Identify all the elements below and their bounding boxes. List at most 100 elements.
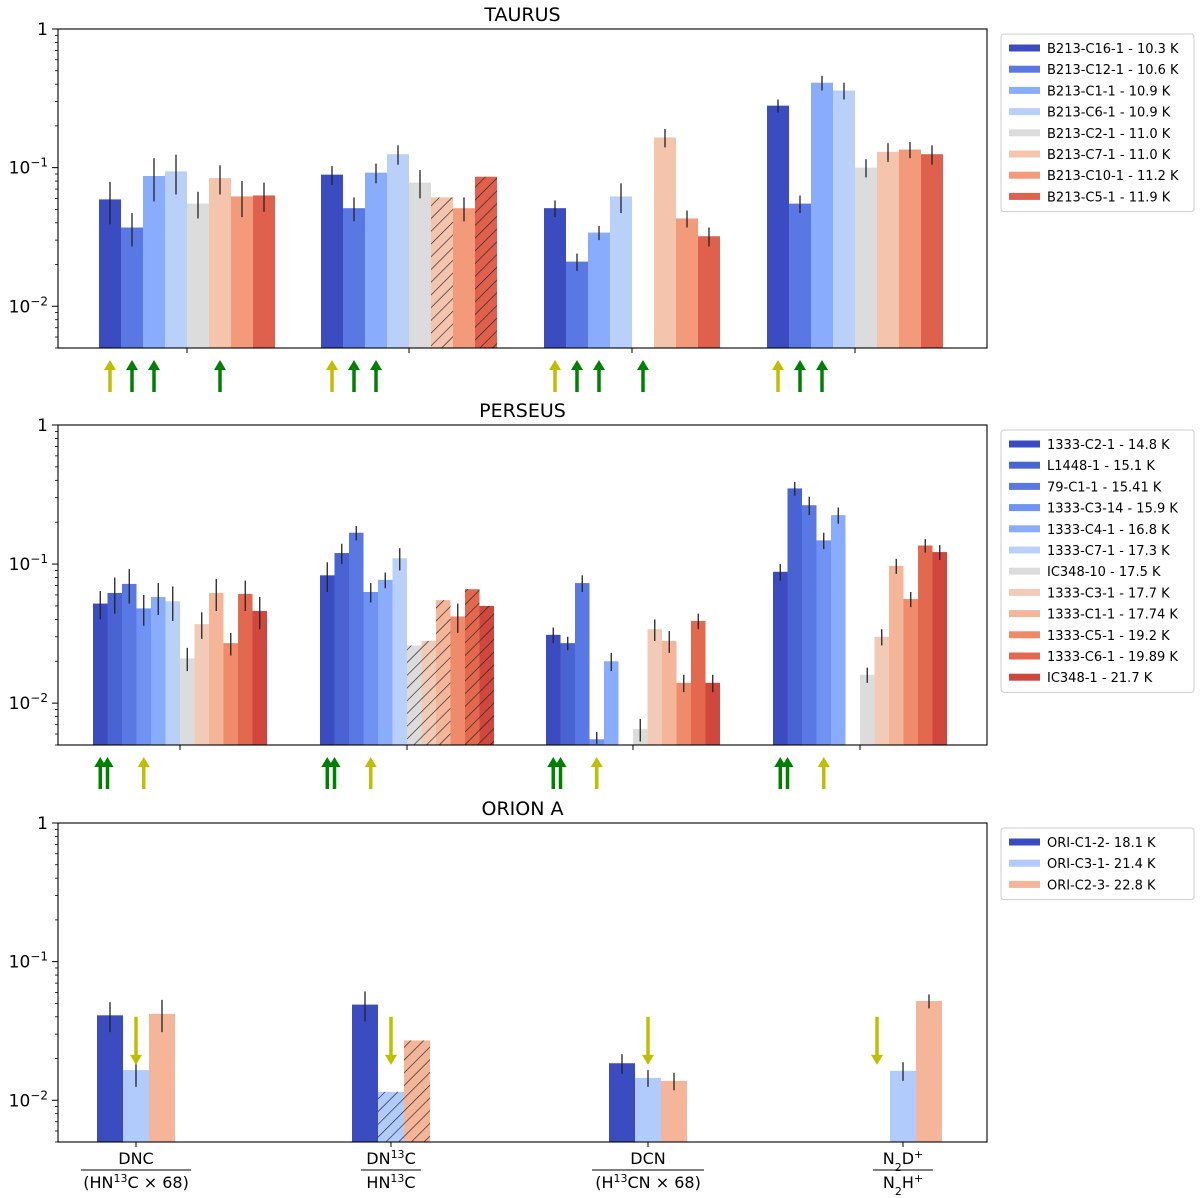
- bar: [609, 1063, 635, 1142]
- y-tick-label: 10−1: [9, 950, 48, 973]
- legend-entry: ORI-C2-3- 22.8 K: [1047, 878, 1156, 893]
- bar: [363, 591, 378, 745]
- bar: [787, 488, 802, 745]
- bar: [661, 1080, 687, 1142]
- legend-entry: IC348-1 - 21.7 K: [1047, 671, 1153, 686]
- bar: [767, 105, 789, 348]
- legend-swatch: [1009, 859, 1040, 867]
- legend: B213-C16-1 - 10.3 K B213-C12-1 - 10.6 K B2…: [1000, 33, 1195, 213]
- legend-entry: B213-C12-1 - 10.6 K: [1047, 63, 1179, 78]
- bar: [560, 643, 575, 745]
- y-tick-label: 10−2: [9, 1088, 48, 1111]
- legend: ORI-C1-2- 18.1 K ORI-C3-1- 21.4 K ORI-C2-3…: [1000, 827, 1195, 901]
- bar: [654, 137, 676, 348]
- bar: [773, 571, 788, 745]
- bar: [831, 515, 846, 745]
- bar: [392, 558, 407, 745]
- y-axis: 1 10−1 10−2: [9, 416, 58, 746]
- legend-swatch: [1009, 610, 1040, 618]
- legend-entry: B213-C2-1 - 11.0 K: [1047, 127, 1171, 142]
- arrow-up-icon: [214, 360, 226, 392]
- arrow-up-icon: [590, 757, 603, 789]
- arrow-up-icon: [94, 757, 107, 789]
- bar: [180, 658, 195, 745]
- legend-box: [1000, 827, 1195, 901]
- bar: [546, 634, 561, 745]
- legend-entry: B213-C5-1 - 11.9 K: [1047, 190, 1171, 205]
- legend-swatch: [1009, 504, 1040, 512]
- y-tick-label: 1: [37, 814, 48, 834]
- panel-title: PERSEUS: [479, 400, 566, 422]
- legend-entry: IC348-10 - 17.5 K: [1047, 565, 1161, 580]
- legend-entry: B213-C7-1 - 11.0 K: [1047, 148, 1171, 163]
- bar: [238, 593, 253, 745]
- bar: [343, 208, 365, 348]
- bar: [916, 1001, 942, 1142]
- arrow-up-icon: [816, 360, 828, 392]
- x-label-n2d: N2D+ N2H+: [873, 1148, 933, 1198]
- legend-entry: 1333-C3-1 - 17.7 K: [1047, 586, 1170, 601]
- bar: [209, 178, 231, 348]
- arrow-up-icon: [554, 757, 567, 789]
- arrow-down-icon: [642, 1016, 654, 1065]
- arrow-up-icon: [637, 360, 649, 392]
- legend-swatch: [1009, 838, 1040, 846]
- legend-entry: 1333-C1-1 - 17.74 K: [1047, 608, 1178, 623]
- arrow-up-icon: [549, 360, 561, 392]
- legend-entry: 1333-C5-1 - 19.2 K: [1047, 629, 1170, 644]
- bar-hatch: [465, 589, 480, 745]
- bar: [874, 636, 889, 745]
- bar: [918, 545, 933, 745]
- bar: [107, 592, 122, 745]
- arrow-up-icon: [126, 360, 138, 392]
- legend-box: [1000, 429, 1195, 693]
- bar: [889, 565, 904, 745]
- bar: [409, 182, 431, 348]
- svg-text:DNC: DNC: [118, 1149, 153, 1168]
- bar: [588, 232, 610, 348]
- bar: [321, 174, 343, 348]
- legend-swatch: [1009, 631, 1040, 639]
- svg-text:DCN: DCN: [630, 1149, 665, 1168]
- arrow-up-icon: [348, 360, 360, 392]
- bar: [99, 199, 121, 348]
- bar: [833, 90, 855, 349]
- plot-frame: [57, 424, 988, 746]
- legend-swatch: [1009, 44, 1040, 52]
- bar: [450, 616, 465, 745]
- bar: [97, 1015, 123, 1142]
- bar: [932, 552, 947, 745]
- svg-text:DN13C: DN13C: [366, 1148, 415, 1169]
- legend-swatch: [1009, 129, 1040, 137]
- legend-swatch: [1009, 440, 1040, 448]
- arrow-up-icon: [364, 757, 377, 789]
- legend-entry: B213-C6-1 - 10.9 K: [1047, 106, 1171, 121]
- y-axis: 1 10−1 10−2: [9, 20, 58, 349]
- bar-hatch: [431, 197, 453, 348]
- arrow-up-icon: [774, 757, 787, 789]
- bar: [610, 196, 632, 348]
- y-tick-label: 1: [37, 416, 48, 436]
- bar: [334, 553, 349, 745]
- bar: [691, 620, 706, 745]
- arrow-down-icon: [871, 1016, 883, 1065]
- legend-swatch: [1009, 150, 1040, 158]
- legend-swatch: [1009, 65, 1040, 73]
- bar: [93, 603, 108, 745]
- bar: [855, 167, 877, 348]
- bar: [575, 583, 590, 745]
- bar: [352, 1004, 378, 1142]
- legend-box: [1000, 33, 1195, 213]
- legend-entry: B213-C16-1 - 10.3 K: [1047, 42, 1179, 57]
- bar: [676, 218, 698, 348]
- bar: [921, 154, 943, 348]
- panel-perseus: PERSEUS 1 10−1 10−2 1333-C2-1 - 14.8 K L1448-…: [9, 400, 1195, 789]
- panel-orion-a: ORION A 1 10−1 10−2 ORI-C1-2- 18.1 K ORI-C3-1…: [9, 798, 1195, 1147]
- arrow-up-icon: [148, 360, 160, 392]
- bar: [151, 596, 166, 745]
- bar-hatch: [407, 645, 422, 745]
- x-label-dn13c: DN13C HN13C: [361, 1148, 421, 1192]
- panel-title: ORION A: [482, 798, 564, 820]
